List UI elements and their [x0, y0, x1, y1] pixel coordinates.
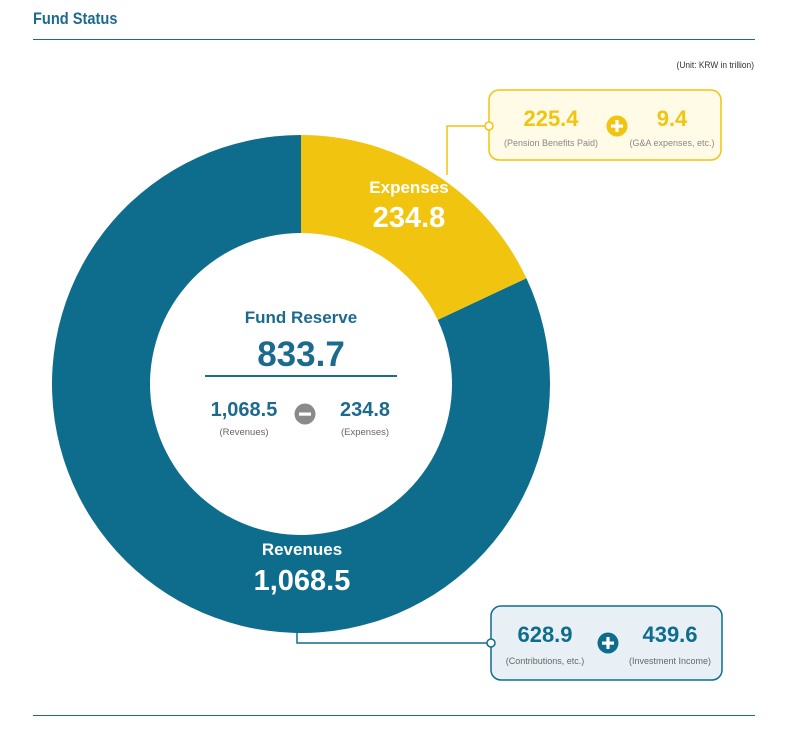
contributions-label: (Contributions, etc.) — [506, 656, 585, 666]
pension-benefits-value: 225.4 — [523, 106, 579, 131]
center-left-label: (Revenues) — [219, 427, 268, 438]
revenue-leader-line — [296, 628, 491, 644]
minus-icon — [294, 403, 316, 425]
center-value: 833.7 — [257, 335, 345, 374]
expense-leader-dot — [484, 121, 494, 131]
investment-income-value: 439.6 — [642, 622, 697, 647]
ga-expenses-value: 9.4 — [657, 106, 688, 131]
expenses-slice-value: 234.8 — [373, 202, 446, 234]
contributions-value: 628.9 — [517, 622, 572, 647]
center-right-label: (Expenses) — [341, 427, 389, 438]
top-divider — [33, 39, 755, 40]
center-label: Fund Reserve — [245, 308, 357, 327]
unit-label: (Unit: KRW in trillion) — [676, 60, 754, 71]
expense-leader-line — [446, 125, 489, 175]
plus-icon — [597, 632, 619, 654]
page-title: Fund Status — [33, 9, 118, 28]
pension-benefits-label: (Pension Benefits Paid) — [504, 138, 598, 148]
revenues-slice-value: 1,068.5 — [254, 565, 351, 597]
investment-income-label: (Investment Income) — [629, 656, 711, 666]
center-right-value: 234.8 — [340, 399, 390, 421]
slice-expenses — [301, 135, 527, 320]
slice-revenues — [51, 135, 550, 633]
center-left-value: 1,068.5 — [211, 399, 278, 421]
plus-icon — [606, 115, 628, 137]
revenue-leader-dot — [486, 638, 496, 648]
revenues-slice-label: Revenues — [262, 540, 342, 559]
ga-expenses-label: (G&A expenses, etc.) — [629, 138, 714, 148]
expenses-slice-label: Expenses — [369, 178, 448, 197]
bottom-divider — [33, 715, 755, 716]
